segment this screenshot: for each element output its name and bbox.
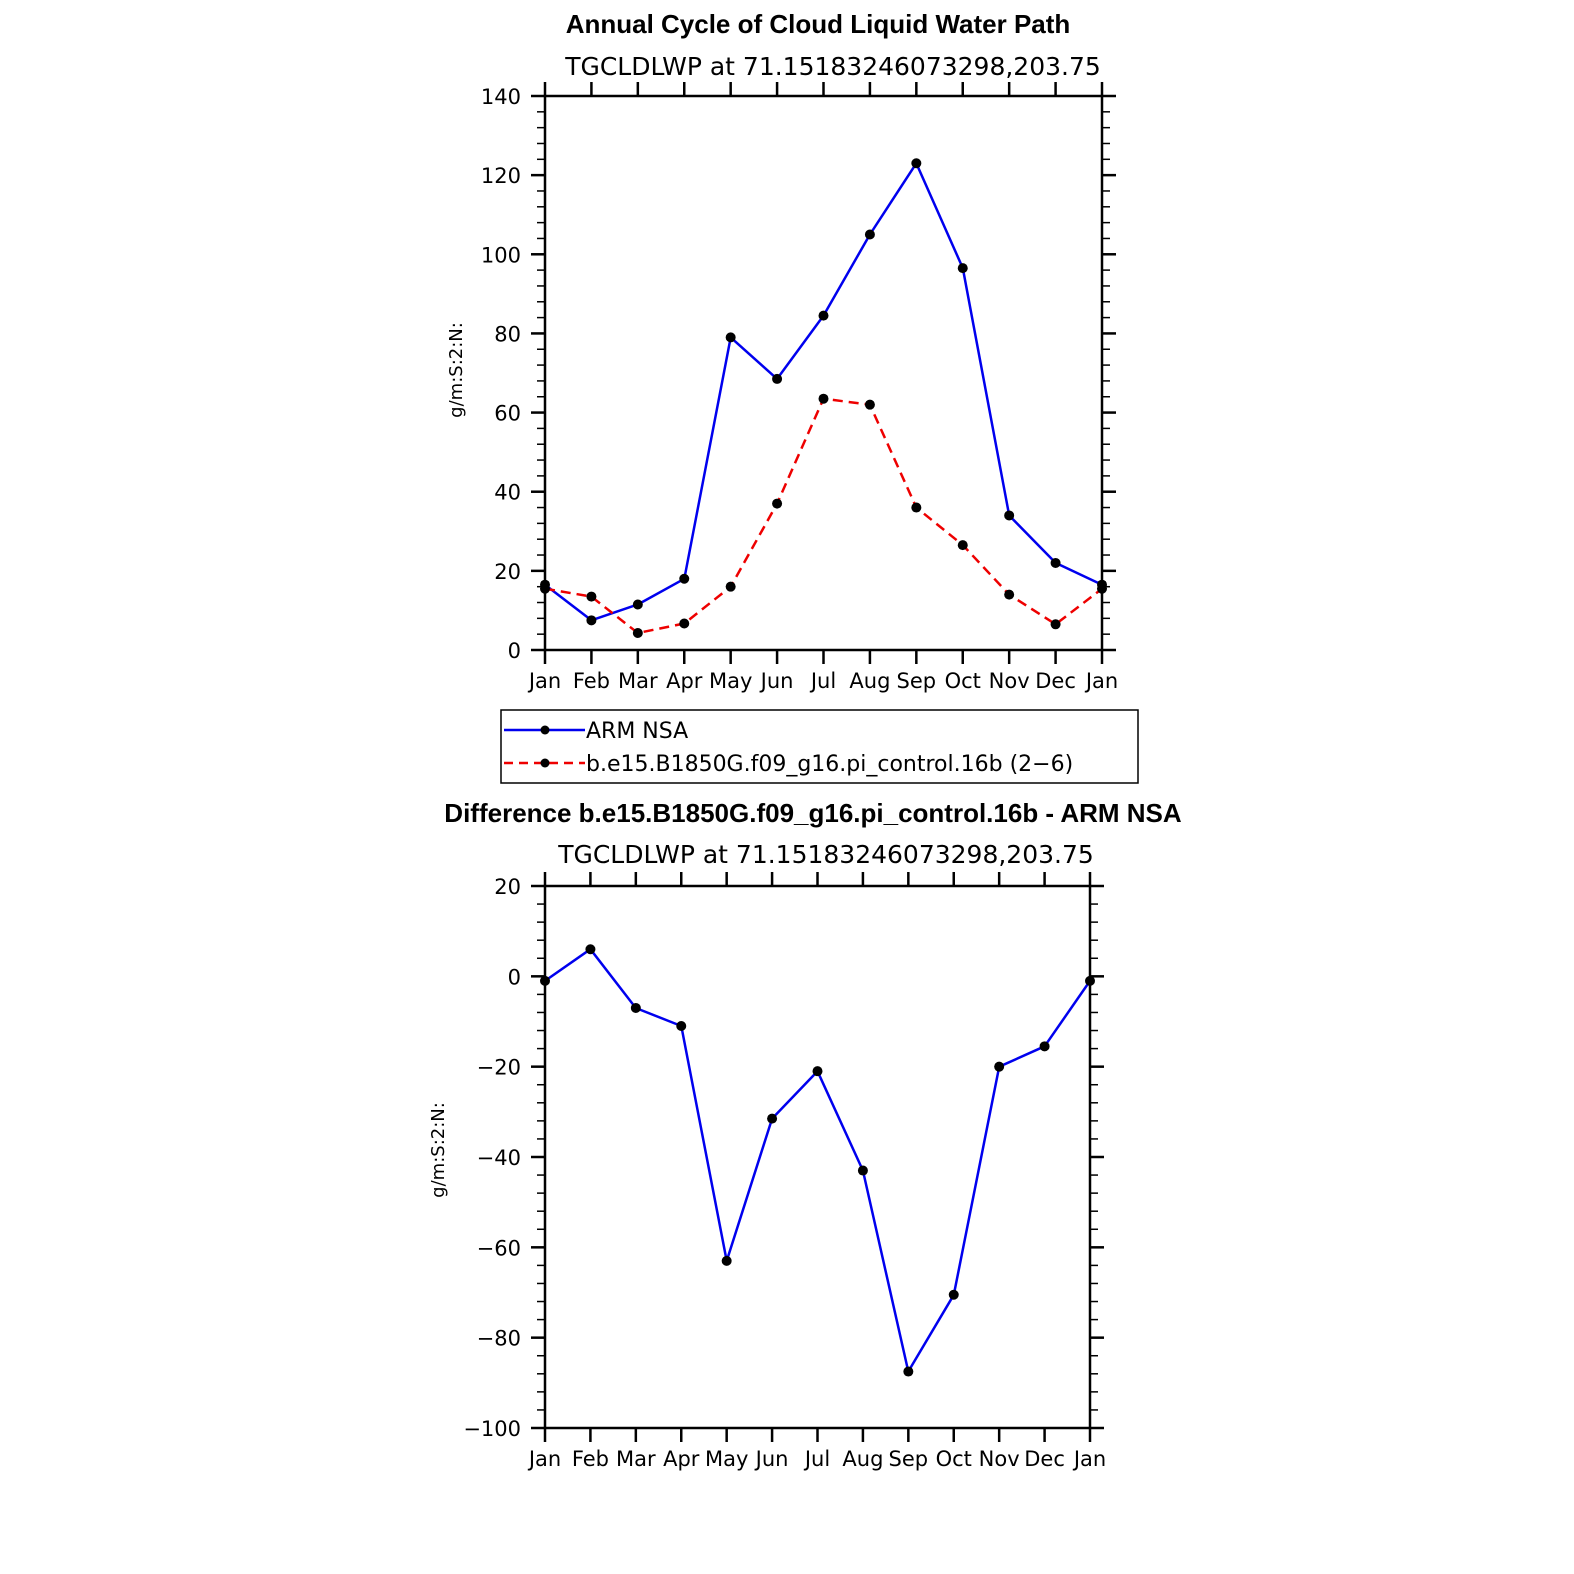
- chart1-series-0-point: [632, 599, 643, 610]
- chart1-legend: ARM NSA b.e15.B1850G.f09_g16.pi_control.…: [500, 709, 1139, 784]
- chart1-series-1-point: [632, 627, 643, 638]
- chart2-series-0-point: [903, 1366, 914, 1377]
- chart1-series-1-point: [1097, 583, 1107, 594]
- chart2-series-0-point: [1085, 975, 1095, 986]
- chart2-series-0-point: [676, 1021, 687, 1032]
- chart1-ytick-label: 20: [494, 560, 521, 584]
- chart2-ytick-label: 0: [508, 965, 521, 989]
- chart1-series-0-point: [818, 310, 829, 321]
- chart1-series-1-point: [957, 540, 968, 551]
- chart2-plot-frame: [543, 884, 1092, 1430]
- chart1-series-0-point: [1004, 510, 1015, 521]
- chart1-series-0-point: [864, 229, 875, 240]
- chart2-ytick-label: −100: [463, 1417, 521, 1441]
- chart2-ytick-label: 20: [494, 875, 521, 899]
- chart2-series-0-point: [994, 1061, 1005, 1072]
- chart1-series-1-point: [679, 618, 690, 629]
- chart1-series-1-point: [586, 591, 597, 602]
- chart2-xtick-label: Dec: [1024, 1447, 1065, 1471]
- chart2-xtick-label: Nov: [979, 1447, 1020, 1471]
- chart1-ytick-label: 0: [508, 639, 521, 663]
- chart1-series-1-point: [818, 393, 829, 404]
- chart1-title: Annual Cycle of Cloud Liquid Water Path: [566, 9, 1071, 39]
- chart1-xtick-label: Feb: [573, 669, 610, 693]
- chart1-ytick-label: 100: [481, 243, 521, 267]
- chart1-xtick-label: Jan: [1084, 669, 1118, 693]
- chart1-plot: 0 20 40 60 80 100 120 140 Jan Feb Mar Apr May Jun Jul A…: [481, 82, 1118, 693]
- chart2-xtick-label: Jan: [527, 1447, 561, 1471]
- chart2-ytick-label: −40: [477, 1146, 521, 1170]
- chart2-series-0-point: [1039, 1041, 1050, 1052]
- chart1-series-1-line: [544, 397, 1103, 635]
- chart2-xtick-label: Jan: [1072, 1447, 1106, 1471]
- chart2-xtick-label: Oct: [936, 1447, 972, 1471]
- chart1-series-0-point: [725, 332, 736, 343]
- chart2-title: Difference b.e15.B1850G.f09_g16.pi_contr…: [444, 798, 1182, 828]
- chart2-xtick-label: Feb: [572, 1447, 609, 1471]
- chart2-series-0-point: [812, 1066, 823, 1077]
- chart1-xtick-label: Apr: [666, 669, 703, 693]
- chart1-subtitle: TGCLDLWP at 71.15183246073298,203.75: [564, 52, 1101, 81]
- chart2-series-0-point: [585, 944, 596, 955]
- chart2-series-0-line: [544, 947, 1092, 1373]
- chart2-ytick-label: −20: [477, 1056, 521, 1080]
- chart2-xtick-label: Jun: [754, 1447, 789, 1471]
- chart1-xtick-label: Jan: [527, 669, 561, 693]
- chart1-xtick-label: Oct: [945, 669, 981, 693]
- legend-marker-arm: [540, 725, 550, 735]
- chart1-ytick-label: 120: [481, 164, 521, 188]
- chart1-series-1-point: [1050, 619, 1061, 630]
- chart2-series-0-point: [540, 975, 550, 986]
- chart1-series-0-point: [679, 573, 690, 584]
- chart1-xtick-label: Nov: [989, 669, 1030, 693]
- chart2-subtitle: TGCLDLWP at 71.15183246073298,203.75: [557, 840, 1094, 869]
- chart1-ytick-label: 40: [494, 481, 521, 505]
- chart2-series-0-point: [630, 1002, 641, 1013]
- chart2-xtick-label: Sep: [889, 1447, 929, 1471]
- chart1-xtick-label: Dec: [1035, 669, 1076, 693]
- chart1-ytick-label: 80: [494, 322, 521, 346]
- chart1-ytick-label: 60: [494, 402, 521, 426]
- chart1-series-0-line: [544, 162, 1103, 622]
- chart2-ylabel: g/m:S:2:N:: [428, 1102, 449, 1198]
- chart1-ytick-label: 140: [481, 85, 521, 109]
- chart2-ytick-label: −80: [477, 1327, 521, 1351]
- chart1-series-1-point: [864, 399, 875, 410]
- legend-marker-model: [540, 758, 550, 768]
- chart2-xtick-label: Apr: [663, 1447, 700, 1471]
- chart2-ytick-label: −60: [477, 1236, 521, 1260]
- chart1-series-1-point: [725, 581, 736, 592]
- chart1-xtick-label: Mar: [618, 669, 658, 693]
- chart1-series-1-point: [1004, 589, 1015, 600]
- chart1-series-0-point: [911, 158, 922, 169]
- chart1-xtick-label: Jun: [759, 669, 794, 693]
- legend-box: [500, 709, 1139, 784]
- chart2-series-0-point: [857, 1165, 868, 1176]
- chart1-series-0-point: [957, 263, 968, 274]
- chart1-series-0-point: [772, 373, 783, 384]
- chart2-xtick-label: Aug: [842, 1447, 883, 1471]
- chart1-series-1-point: [540, 583, 550, 594]
- chart1-ylabel: g/m:S:2:N:: [446, 322, 467, 418]
- legend-label-arm: ARM NSA: [586, 719, 688, 744]
- chart1-plot-frame: [543, 94, 1104, 652]
- chart2-xtick-label: May: [705, 1447, 748, 1471]
- chart1-xtick-label: Aug: [849, 669, 890, 693]
- chart2-xtick-label: Jul: [803, 1447, 830, 1471]
- chart1-series-0-point: [1050, 557, 1061, 568]
- chart1-series-1-point: [772, 498, 783, 509]
- legend-label-model: b.e15.B1850G.f09_g16.pi_control.16b (2−6…: [586, 752, 1073, 777]
- chart2-series-0-point: [948, 1289, 959, 1300]
- chart1-xtick-label: May: [709, 669, 752, 693]
- chart1-xtick-label: Jul: [809, 669, 836, 693]
- chart2-xtick-label: Mar: [616, 1447, 656, 1471]
- chart1-series-0-point: [586, 615, 597, 626]
- chart1-series-1-point: [911, 502, 922, 513]
- chart1-xtick-label: Sep: [897, 669, 937, 693]
- chart2-series-0-point: [721, 1255, 732, 1266]
- chart2-series-0-point: [767, 1113, 778, 1124]
- chart2-plot: −100 −80 −60 −40 −20 0 20 Jan Feb Mar Apr May Jun Jul…: [463, 872, 1106, 1471]
